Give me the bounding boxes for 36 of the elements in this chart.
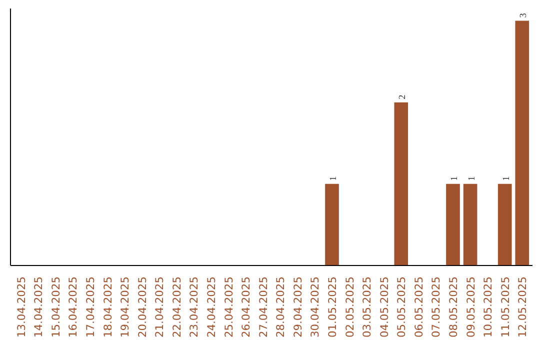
x-tick-label: 20.04.2025 [136,276,149,338]
x-tick-label: 29.04.2025 [291,276,304,338]
data-label: 1 [450,176,460,181]
x-tick-label: 03.05.2025 [360,276,374,338]
x-tick-label: 10.05.2025 [482,276,495,338]
x-tick-label: 21.04.2025 [153,276,166,338]
x-tick-label: 05.05.2025 [395,276,408,338]
x-tick-label: 27.04.2025 [256,276,270,338]
data-label: 1 [502,176,512,181]
x-tick-label: 01.05.2025 [326,276,339,338]
x-tick-label: 08.05.2025 [446,276,460,338]
x-tick-label: 23.04.2025 [188,276,201,338]
x-tick-label: 26.04.2025 [240,276,253,338]
x-tick-label: 17.04.2025 [84,276,98,338]
x-tick-label: 18.04.2025 [101,276,114,338]
x-tick-label: 16.04.2025 [66,276,80,338]
x-tick-label: 12.05.2025 [516,276,530,338]
x-tick-label: 14.04.2025 [32,276,46,338]
x-tick-label: 11.05.2025 [498,276,512,338]
x-tick-label: 15.04.2025 [49,276,62,338]
x-tick-label: 30.04.2025 [308,276,322,338]
data-label: 2 [398,94,408,100]
x-tick-label: 04.05.2025 [378,276,391,338]
data-label: 1 [467,176,478,181]
x-tick-label: 09.05.2025 [464,276,478,338]
x-tick-label: 25.04.2025 [222,276,236,338]
x-tick-label: 28.04.2025 [274,276,288,338]
x-tick-label: 19.04.2025 [118,276,132,338]
x-tick-label: 22.04.2025 [170,276,184,338]
data-label: 3 [519,12,530,18]
x-tick-label: 13.04.2025 [14,276,28,338]
x-tick-label: 24.04.2025 [205,276,218,338]
x-tick-label: 07.05.2025 [430,276,443,338]
x-tick-label: 02.05.2025 [343,276,356,338]
data-label: 1 [328,176,339,181]
x-tick-label: 06.05.2025 [412,276,426,338]
